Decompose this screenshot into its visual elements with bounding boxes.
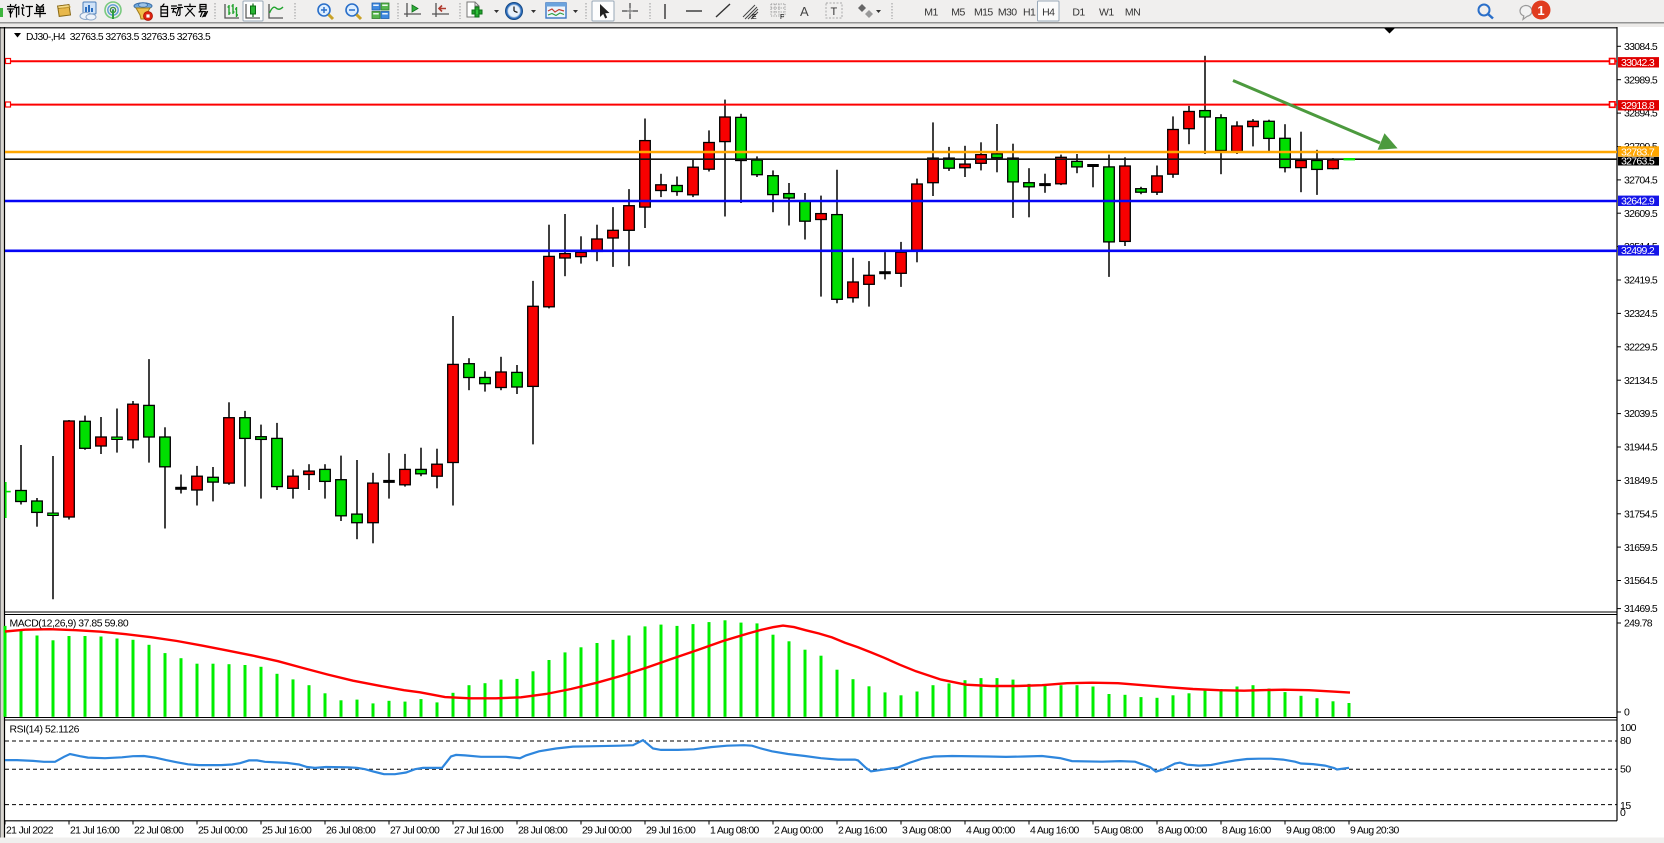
svg-text:32918.8: 32918.8 [1621,100,1655,112]
svg-text:0: 0 [1624,707,1630,719]
svg-text:21 Jul 16:00: 21 Jul 16:00 [70,826,120,837]
svg-text:32229.5: 32229.5 [1624,341,1658,353]
svg-text:100: 100 [1620,722,1637,734]
svg-text:M5: M5 [951,7,965,19]
svg-text:4 Aug 00:00: 4 Aug 00:00 [966,826,1015,837]
svg-text:MN: MN [1125,7,1140,19]
svg-text:H1: H1 [1023,7,1036,19]
svg-text:31564.5: 31564.5 [1624,575,1658,587]
svg-text:9 Aug 08:00: 9 Aug 08:00 [1286,826,1335,837]
svg-text:8 Aug 00:00: 8 Aug 00:00 [1158,826,1207,837]
svg-text:32324.5: 32324.5 [1624,308,1658,320]
svg-text:M1: M1 [924,7,938,19]
svg-text:W1: W1 [1099,7,1114,19]
svg-text:33084.5: 33084.5 [1624,41,1658,53]
svg-text:32704.5: 32704.5 [1624,175,1658,187]
svg-text:80: 80 [1620,735,1631,747]
svg-text:MACD(12,26,9) 37.85 59.80: MACD(12,26,9) 37.85 59.80 [10,619,129,630]
svg-text:29 Jul 16:00: 29 Jul 16:00 [646,826,696,837]
svg-text:1 Aug 08:00: 1 Aug 08:00 [710,826,759,837]
svg-text:D1: D1 [1072,7,1085,19]
svg-text:32783.7: 32783.7 [1621,146,1655,158]
svg-text:31944.5: 31944.5 [1624,442,1658,454]
svg-text:50: 50 [1620,763,1631,775]
svg-text:31754.5: 31754.5 [1624,508,1658,520]
svg-text:27 Jul 00:00: 27 Jul 00:00 [390,826,440,837]
svg-text:M15: M15 [974,7,993,19]
svg-text:32989.5: 32989.5 [1624,74,1658,86]
svg-text:M30: M30 [998,7,1017,19]
svg-text:31659.5: 31659.5 [1624,542,1658,554]
svg-text:RSI(14) 52.1126: RSI(14) 52.1126 [10,725,80,736]
svg-text:26 Jul 08:00: 26 Jul 08:00 [326,826,376,837]
svg-text:27 Jul 16:00: 27 Jul 16:00 [454,826,504,837]
svg-text:32499.2: 32499.2 [1621,245,1655,257]
svg-text:9 Aug 20:30: 9 Aug 20:30 [1350,826,1399,837]
svg-text:T: T [831,6,838,18]
svg-text:21 Jul 2022: 21 Jul 2022 [6,826,54,837]
svg-text:5 Aug 08:00: 5 Aug 08:00 [1094,826,1143,837]
svg-text:25 Jul 16:00: 25 Jul 16:00 [262,826,312,837]
svg-text:2 Aug 00:00: 2 Aug 00:00 [774,826,823,837]
svg-text:28 Jul 08:00: 28 Jul 08:00 [518,826,568,837]
svg-text:0: 0 [1620,807,1626,819]
svg-text:15: 15 [1620,800,1631,812]
svg-text:32609.5: 32609.5 [1624,208,1658,220]
svg-text:E: E [752,14,757,21]
svg-text:F: F [780,14,784,21]
svg-text:32894.5: 32894.5 [1624,108,1658,120]
svg-text:29 Jul 00:00: 29 Jul 00:00 [582,826,632,837]
svg-text:H4: H4 [1042,7,1055,19]
svg-text:32763.5: 32763.5 [1621,155,1655,167]
svg-text:8 Aug 16:00: 8 Aug 16:00 [1222,826,1271,837]
svg-text:25 Jul 00:00: 25 Jul 00:00 [198,826,248,837]
svg-text:249.78: 249.78 [1624,618,1653,630]
svg-text:33042.3: 33042.3 [1621,57,1655,69]
svg-text:31849.5: 31849.5 [1624,475,1658,487]
svg-text:32642.9: 32642.9 [1621,196,1655,208]
svg-text:4 Aug 16:00: 4 Aug 16:00 [1030,826,1079,837]
svg-text:22 Jul 08:00: 22 Jul 08:00 [134,826,184,837]
svg-text:3 Aug 08:00: 3 Aug 08:00 [902,826,951,837]
svg-text:31469.5: 31469.5 [1624,603,1658,615]
svg-text:A: A [800,4,809,19]
svg-text:DJ30-,H4 32763.5 32763.5 3276: DJ30-,H4 32763.5 32763.5 32763.5 32763.5 [26,32,211,43]
svg-text:32419.5: 32419.5 [1624,275,1658,287]
svg-text:1: 1 [1537,3,1544,18]
svg-text:2 Aug 16:00: 2 Aug 16:00 [838,826,887,837]
svg-text:32039.5: 32039.5 [1624,408,1658,420]
svg-text:32134.5: 32134.5 [1624,375,1658,387]
